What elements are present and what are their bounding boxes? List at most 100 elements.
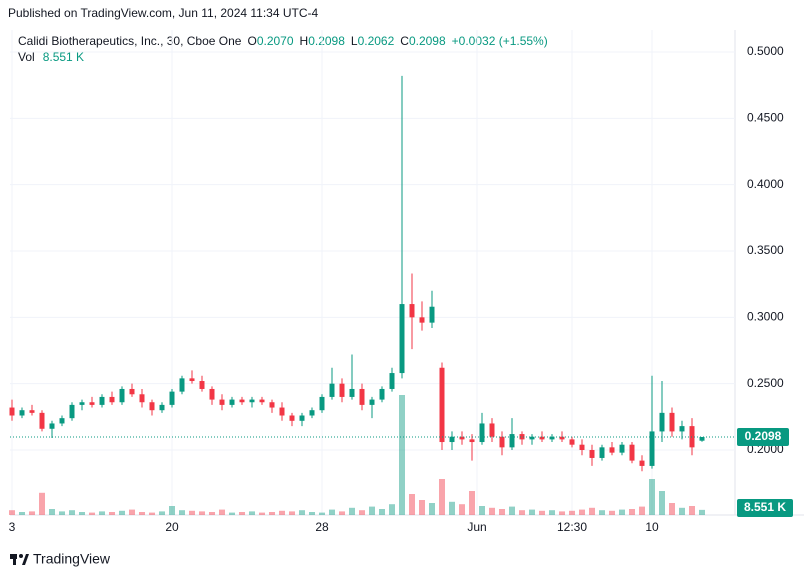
candle-body (409, 304, 415, 318)
volume-bar (79, 512, 85, 515)
volume-bar (489, 507, 495, 515)
candle-body (109, 396, 115, 403)
candle-body (399, 304, 405, 374)
candle-body (339, 383, 345, 397)
volume-bar (669, 503, 675, 515)
volume-bar (369, 506, 375, 515)
volume-bar (9, 510, 15, 515)
candle-body (129, 388, 135, 395)
candle-body (539, 436, 545, 440)
volume-bar (579, 509, 585, 515)
volume-bar (119, 510, 125, 515)
volume-bar (549, 510, 555, 515)
legend: Calidi Biotherapeutics, Inc., 30, Cboe O… (18, 34, 548, 64)
candle-body (319, 396, 325, 411)
candle-body (509, 434, 515, 448)
candle-body (289, 415, 295, 421)
logo (10, 554, 29, 565)
volume-bar (449, 501, 455, 515)
legend-line: Calidi Biotherapeutics, Inc., 30, Cboe O… (18, 34, 548, 48)
volume-bar (89, 512, 95, 515)
candle-body (269, 402, 275, 408)
volume-tag-bg (737, 499, 793, 517)
candle-body (229, 399, 235, 405)
candle-body (639, 460, 645, 466)
legend-value: 0.2098 (409, 34, 446, 48)
volume-bar (589, 507, 595, 515)
volume-bar (379, 509, 385, 515)
candle-body (309, 410, 315, 416)
y-tick-label: 0.5000 (747, 44, 784, 58)
volume-bar (629, 509, 635, 515)
volume-bar (519, 510, 525, 515)
legend-value: 0.2062 (358, 34, 395, 48)
volume-bar (349, 507, 355, 515)
candle-body (459, 436, 465, 440)
x-tick-label: 12:30 (557, 520, 587, 534)
candle-body (259, 399, 265, 403)
price-tag-bg (737, 427, 789, 446)
volume-bar (609, 510, 615, 515)
volume-bar (679, 507, 685, 515)
legend-key: L (351, 34, 358, 48)
candle-body (329, 383, 335, 397)
volume-bar (439, 479, 445, 515)
candle-body (279, 407, 285, 416)
volume-bar (309, 512, 315, 515)
candle-body (599, 447, 605, 458)
candle-body (669, 412, 675, 432)
candle-body (209, 388, 215, 400)
volume-bar (569, 510, 575, 515)
volume-bar (269, 512, 275, 515)
y-tick-label: 0.3500 (747, 243, 784, 257)
volume-bar (619, 509, 625, 515)
volume-bar (529, 509, 535, 515)
candle-body (159, 404, 165, 411)
candle-body (79, 402, 85, 405)
volume-bar (509, 506, 515, 515)
candle-body (529, 436, 535, 440)
volume-bar (339, 511, 345, 515)
volume-bar (169, 506, 175, 515)
volume-bar (419, 500, 425, 515)
volume-bar (69, 510, 75, 515)
volume-bar (239, 512, 245, 515)
volume-bar (559, 511, 565, 515)
candle-body (369, 399, 375, 405)
volume-bar (219, 509, 225, 515)
candle-body (569, 439, 575, 445)
volume-bar (599, 510, 605, 515)
candle-body (59, 418, 65, 424)
volume-bar (689, 506, 695, 515)
candle-body (299, 415, 305, 421)
candle-body (699, 436, 705, 441)
x-tick-label: 10 (645, 520, 659, 534)
volume-bar (249, 511, 255, 515)
volume-bar (329, 509, 335, 515)
candle-body (119, 388, 125, 403)
change: +0.0032 (+1.55%) (452, 34, 548, 48)
y-tick-label: 0.2500 (747, 376, 784, 390)
candle-body (489, 423, 495, 437)
volume-bar (99, 511, 105, 515)
volume-bar (279, 510, 285, 515)
volume-bar (429, 503, 435, 515)
candle-body (9, 407, 15, 416)
volume-legend: Vol 8.551 K (18, 50, 84, 64)
volume-bar (189, 510, 195, 515)
volume-bar (539, 510, 545, 515)
volume-bar (159, 511, 165, 515)
candle-body (139, 394, 145, 403)
volume-bar (479, 506, 485, 515)
volume-bar (59, 511, 65, 515)
candle-body (559, 436, 565, 440)
volume-bar (149, 512, 155, 515)
candle-body (99, 396, 105, 405)
volume-bar (259, 512, 265, 515)
legend-key: H (300, 34, 309, 48)
volume-bar (299, 510, 305, 515)
x-tick-label: 3 (9, 520, 16, 534)
candle-body (629, 444, 635, 461)
candle-body (49, 423, 55, 429)
candle-body (439, 367, 445, 443)
